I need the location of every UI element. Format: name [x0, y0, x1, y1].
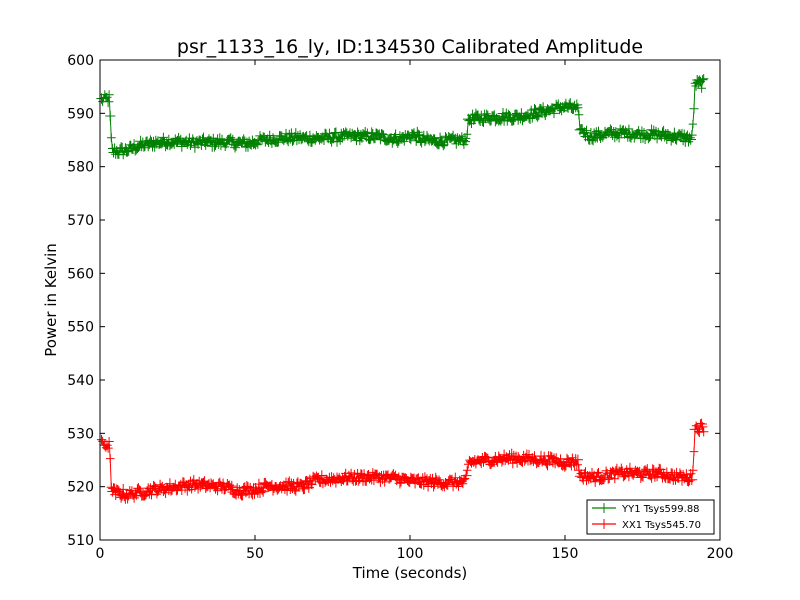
series-0 — [96, 74, 709, 160]
series-markers — [96, 74, 709, 160]
series-1 — [96, 418, 709, 504]
y-tick-label: 570 — [67, 213, 94, 229]
x-tick-label: 100 — [397, 546, 424, 562]
ticks-layer: 0 50 100 150 200 510 520 530 540 550 560 570 580 590 6… — [67, 53, 733, 562]
x-tick-label: 150 — [552, 546, 579, 562]
series-layer — [96, 74, 709, 504]
series-markers — [96, 418, 709, 504]
x-axis-label: Time (seconds) — [352, 564, 468, 582]
legend-marker-xx1 — [599, 519, 609, 529]
legend-label-xx1: XX1 Tsys545.70 — [622, 520, 701, 531]
x-tick-label: 200 — [707, 546, 734, 562]
x-tick-label: 0 — [96, 546, 105, 562]
y-tick-label: 560 — [67, 266, 94, 282]
y-tick-label: 510 — [67, 533, 94, 549]
y-axis-label: Power in Kelvin — [42, 243, 60, 357]
y-tick-label: 550 — [67, 320, 94, 336]
legend-label-yy1: YY1 Tsys599.88 — [621, 504, 700, 515]
legend-marker-yy1 — [599, 503, 609, 513]
y-tick-label: 540 — [67, 373, 94, 389]
legend: YY1 Tsys599.88 XX1 Tsys545.70 — [586, 499, 715, 535]
y-tick-label: 520 — [67, 480, 94, 496]
x-tick-label: 50 — [246, 546, 264, 562]
legend-box — [586, 499, 715, 535]
y-tick-label: 530 — [67, 426, 94, 442]
y-tick-label: 600 — [67, 53, 94, 69]
y-tick-label: 590 — [67, 106, 94, 122]
y-tick-label: 580 — [67, 160, 94, 176]
chart-title: psr_1133_16_ly, ID:134530 Calibrated Amp… — [177, 36, 643, 58]
